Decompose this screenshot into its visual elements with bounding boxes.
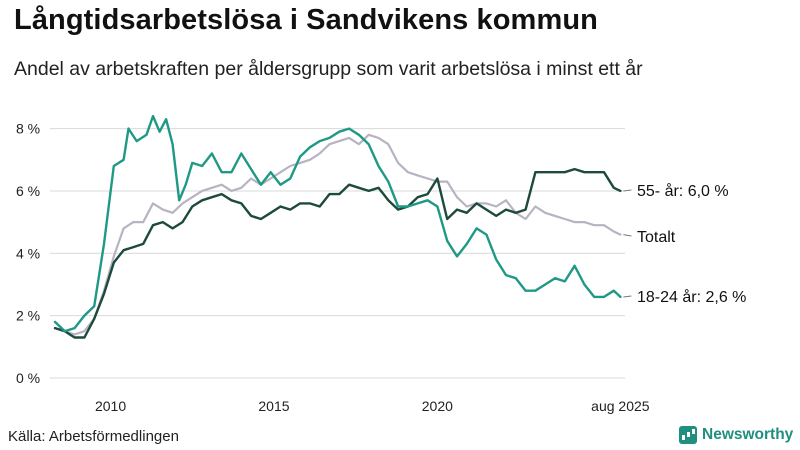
series-end-labels: Totalt 55- år: 6,0 % 18-24 år: 2,6 % — [623, 182, 746, 306]
chart-subtitle: Andel av arbetskraften per åldersgrupp s… — [14, 58, 643, 80]
x-tick-label: 2020 — [422, 398, 453, 414]
x-tick-label: aug 2025 — [591, 398, 650, 414]
series-line-18-24 — [53, 114, 622, 333]
y-tick-label: 6 % — [16, 183, 40, 199]
bar-chart-icon — [679, 426, 697, 444]
brand-logo: Newsworthy — [679, 426, 793, 444]
brand-name: Newsworthy — [702, 426, 794, 443]
end-label-leader — [623, 234, 632, 237]
end-label-18-24: 18-24 år: 2,6 % — [637, 288, 746, 306]
y-tick-label: 4 % — [16, 245, 40, 261]
series-line-55 — [53, 167, 622, 339]
end-label-55: 55- år: 6,0 % — [637, 182, 729, 200]
y-axis-ticks: 0 % 2 % 4 % 6 % 8 % — [16, 121, 40, 386]
gridlines — [50, 128, 625, 379]
y-tick-label: 0 % — [16, 370, 40, 386]
y-tick-label: 8 % — [16, 121, 40, 137]
end-label-totalt: Totalt — [637, 229, 676, 246]
series-lines — [53, 114, 622, 339]
end-label-leader — [623, 189, 632, 192]
source-note: Källa: Arbetsförmedlingen — [8, 428, 179, 445]
x-axis-ticks: 2010 2015 2020 aug 2025 — [95, 398, 650, 414]
y-tick-label: 2 % — [16, 308, 40, 324]
end-label-leader — [623, 295, 632, 298]
series-line-totalt — [53, 133, 622, 336]
x-tick-label: 2010 — [95, 398, 126, 414]
x-tick-label: 2015 — [258, 398, 289, 414]
chart-title: Långtidsarbetslösa i Sandvikens kommun — [14, 4, 598, 36]
